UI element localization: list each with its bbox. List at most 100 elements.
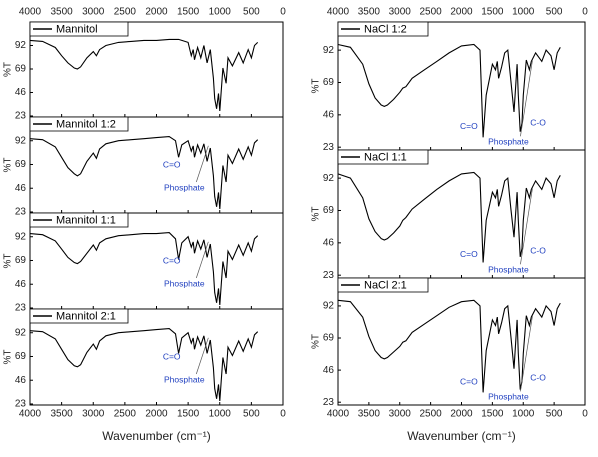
x-tick-label: 3500 [358,7,381,18]
x-tick-label: 1500 [481,409,504,420]
y-tick-label: 46 [15,279,27,290]
x-tick-label: 3000 [389,7,412,18]
legend-box [29,308,129,324]
spectrum-line [29,38,259,111]
y-axis-label: %T [3,350,14,365]
y-tick-label: 23 [15,303,27,314]
x-tick-label: 500 [243,409,260,420]
x-tick-label: 2000 [145,7,168,18]
legend-label: Mannitol 1:2 [56,118,116,130]
x-tick-label: 2500 [420,7,443,18]
legend-box [29,116,129,132]
annotation-leader [520,188,533,265]
x-tick-label: 0 [280,7,286,18]
annotation: Phosphate [164,278,205,288]
x-tick-label: 4000 [327,409,350,420]
x-tick-label: 2500 [114,7,137,18]
y-tick-label: 46 [323,237,335,248]
x-tick-label: 1500 [177,7,200,18]
x-tick-label: 3000 [82,7,105,18]
y-axis-label: %T [3,254,14,269]
annotation: Phosphate [488,265,529,275]
annotation-leader [195,241,209,279]
legend-box [29,212,129,228]
x-tick-label: 3000 [389,409,412,420]
y-tick-label: 46 [323,109,335,120]
annotation: C-O [530,373,546,383]
x-tick-label: 2000 [450,7,473,18]
annotation: Phosphate [164,374,205,384]
legend-box [337,21,429,37]
spectrum-line [29,136,259,209]
annotation: C=O [460,121,478,131]
x-tick-label: 2500 [420,409,443,420]
y-tick-label: 92 [323,45,335,56]
x-tick-label: 4000 [327,7,350,18]
x-tick-label: 1000 [512,409,535,420]
y-tick-label: 92 [15,231,27,242]
x-tick-label: 3000 [82,409,105,420]
annotation: C=O [460,376,478,386]
x-tick-label: 2000 [145,409,168,420]
y-tick-label: 69 [15,159,27,170]
y-tick-label: 46 [15,183,27,194]
legend-box [337,149,429,165]
x-tick-label: 1000 [512,7,535,18]
x-tick-label: 3500 [358,409,381,420]
x-tick-label: 1500 [177,409,200,420]
annotation: C=O [163,351,181,361]
annotation: Phosphate [164,182,205,192]
annotation: C-O [530,117,546,127]
y-tick-label: 23 [15,111,27,122]
x-tick-label: 500 [546,7,563,18]
y-tick-label: 92 [15,135,27,146]
y-tick-label: 23 [323,270,335,281]
legend-label: NaCl 1:2 [364,23,407,35]
y-tick-label: 92 [15,327,27,338]
spectrum-line [29,328,259,401]
x-tick-label: 500 [546,409,563,420]
annotation: C=O [163,159,181,169]
x-tick-label: 4000 [19,7,42,18]
y-tick-label: 23 [15,207,27,218]
annotation: Phosphate [488,392,529,402]
spectrum-line [337,171,561,263]
legend-label: Mannitol 1:1 [56,214,116,226]
annotation: C-O [530,245,546,255]
y-tick-label: 69 [15,351,27,362]
annotation: C=O [163,255,181,265]
x-axis-label: Wavenumber (cm⁻¹) [102,429,211,443]
y-tick-label: 69 [15,64,27,75]
x-axis-label: Wavenumber (cm⁻¹) [407,429,516,443]
y-tick-label: 69 [323,77,335,88]
spectrum-line [337,299,561,393]
legend-box [337,277,429,293]
x-tick-label: 0 [582,409,588,420]
legend-box [29,21,129,37]
y-tick-label: 92 [323,301,335,312]
x-tick-label: 0 [280,409,286,420]
y-tick-label: 92 [323,173,335,184]
y-tick-label: 92 [15,40,27,51]
x-tick-label: 2000 [450,409,473,420]
y-tick-label: 23 [15,399,27,410]
x-tick-label: 4000 [19,409,42,420]
spectrum-line [29,232,259,305]
annotation: C=O [460,249,478,259]
legend-label: NaCl 2:1 [364,279,407,291]
x-tick-label: 1500 [481,7,504,18]
x-tick-label: 3500 [51,7,74,18]
y-tick-label: 23 [323,142,335,153]
x-tick-label: 3500 [51,409,74,420]
x-tick-label: 500 [243,7,260,18]
x-tick-label: 1000 [209,409,232,420]
y-tick-label: 69 [323,205,335,216]
y-axis-label: %T [311,207,322,222]
y-tick-label: 23 [323,397,335,408]
y-axis-label: %T [311,79,322,94]
x-tick-label: 0 [582,7,588,18]
annotation-leader [520,316,533,392]
y-tick-label: 46 [15,87,27,98]
legend-label: NaCl 1:1 [364,151,407,163]
